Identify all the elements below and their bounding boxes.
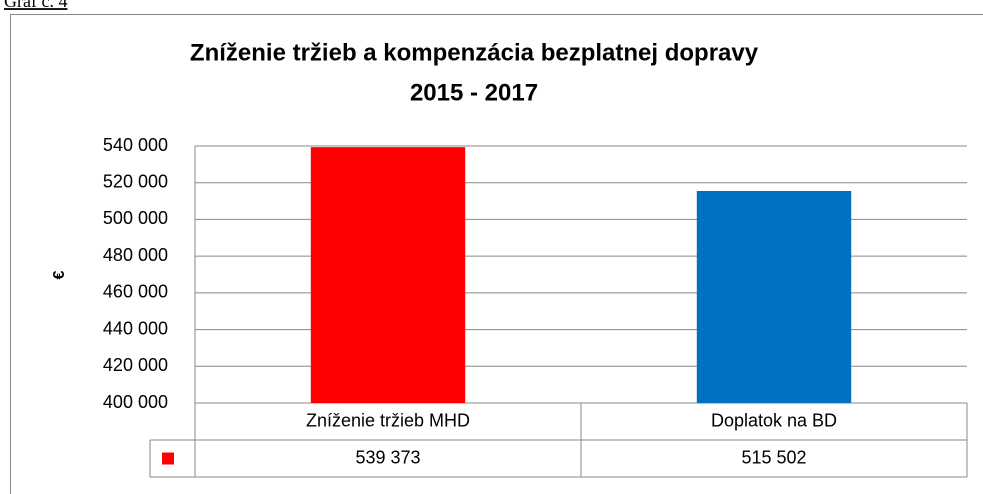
x-tick-label: Zníženie tržieb MHD (306, 410, 470, 430)
y-axis-label: € (51, 270, 68, 279)
y-tick-label: 520 000 (103, 171, 168, 191)
legend-key (162, 452, 174, 465)
y-tick-label: 480 000 (103, 245, 168, 265)
bar (310, 147, 466, 403)
bar (696, 190, 852, 403)
y-tick-label: 440 000 (103, 318, 168, 338)
x-tick-label: Doplatok na BD (711, 410, 837, 430)
y-tick-label: 420 000 (103, 355, 168, 375)
y-tick-label: 500 000 (103, 208, 168, 228)
caption: Graf č. 4 (4, 0, 67, 11)
y-tick-label: 540 000 (103, 135, 168, 155)
data-label: 515 502 (741, 447, 806, 467)
y-tick-label: 400 000 (103, 392, 168, 412)
chart-title: 2015 - 2017 (410, 79, 538, 106)
chart-title: Zníženie tržieb a kompenzácia bezplatnej… (190, 39, 759, 66)
data-label: 539 373 (355, 447, 420, 467)
y-tick-label: 460 000 (103, 282, 168, 302)
